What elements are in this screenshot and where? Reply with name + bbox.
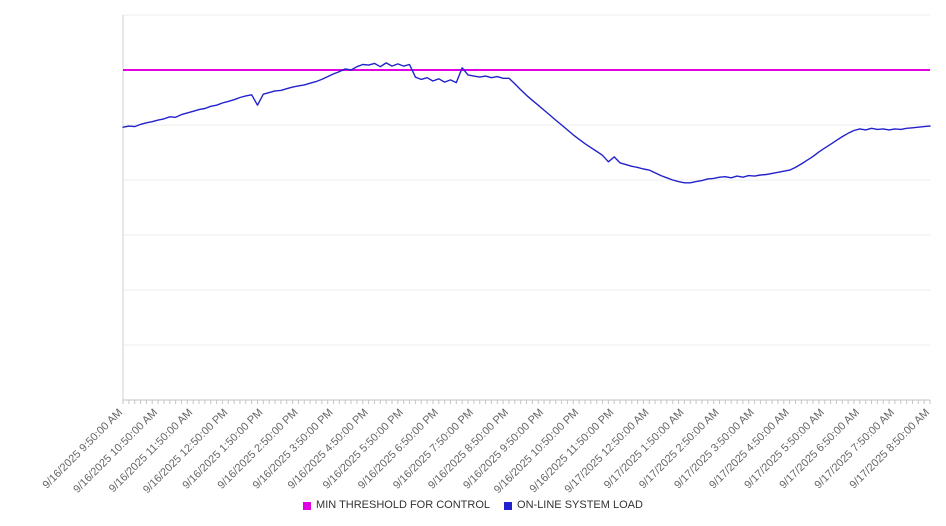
- threshold-legend-swatch: [303, 501, 312, 510]
- x-axis-ticks: [122, 400, 931, 404]
- legend-item-system-load[interactable]: ON-LINE SYSTEM LOAD: [504, 500, 643, 511]
- x-axis-labels: 9/16/2025 9:50:00 AM9/16/2025 10:50:00 A…: [41, 407, 933, 496]
- load-legend-label: ON-LINE SYSTEM LOAD: [517, 499, 643, 511]
- load-series-line: [122, 62, 931, 184]
- chart-legend: MIN THRESHOLD FOR CONTROL ON-LINE SYSTEM…: [0, 500, 946, 511]
- legend-item-threshold[interactable]: MIN THRESHOLD FOR CONTROL: [303, 500, 490, 511]
- threshold-legend-label: MIN THRESHOLD FOR CONTROL: [316, 499, 491, 511]
- load-legend-swatch: [504, 501, 513, 510]
- axes: [122, 15, 930, 401]
- y-gridlines: [123, 14, 930, 346]
- load-chart-svg: 9/16/2025 9:50:00 AM9/16/2025 10:50:00 A…: [41, 14, 933, 496]
